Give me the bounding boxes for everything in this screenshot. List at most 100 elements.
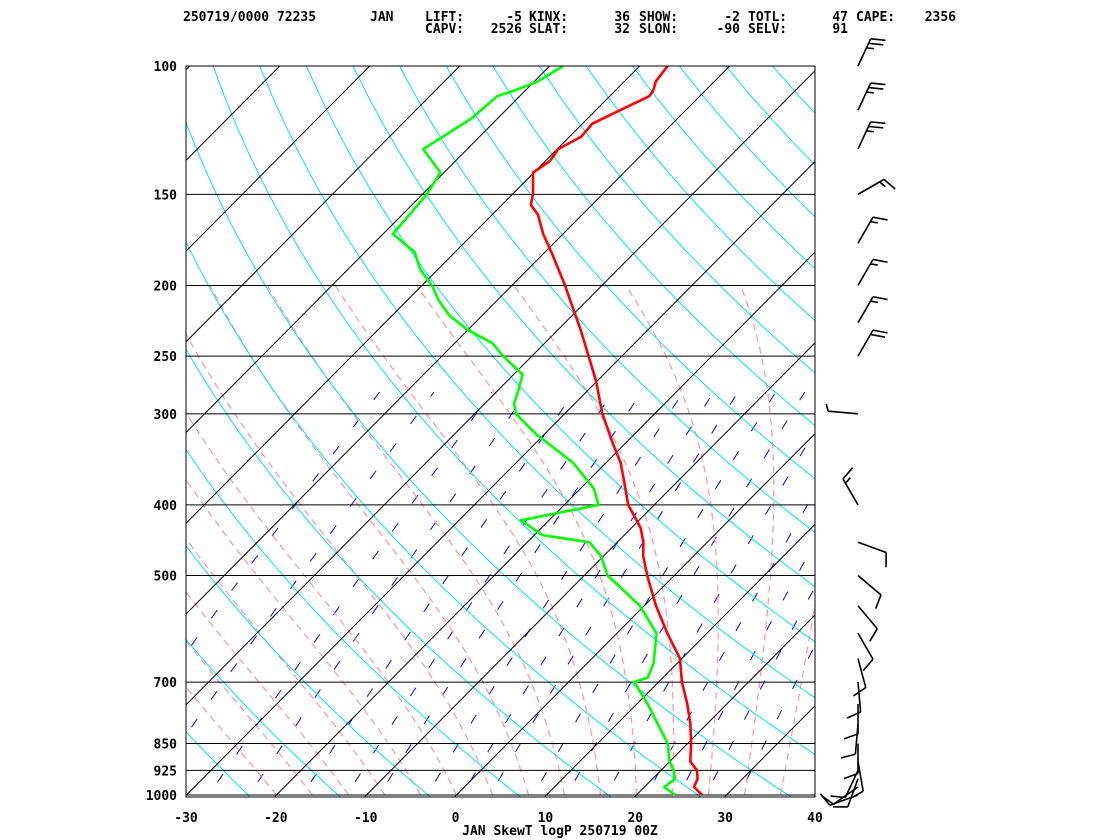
mixing-ratio-1.5 [344, 391, 614, 797]
header-line2-field-4: SLON: [639, 22, 678, 37]
wind-barb-800 [840, 724, 859, 759]
dry-adiabat-250 [186, 730, 251, 797]
dry-adiabat-360 [399, 66, 815, 533]
barb-staff [857, 216, 874, 244]
header-line1-field-4: KINX: [529, 10, 568, 25]
sounding-header: 250719/0000 72235 JAN LIFT: -5 KINX: 36 SHOW: -… [183, 10, 956, 37]
wind-barb-600 [857, 632, 874, 672]
mixing-ratio-0.4 [206, 391, 493, 797]
moist-adiabat-32 [739, 285, 775, 796]
dry-adiabat-430 [725, 66, 815, 166]
isotherm--50 [186, 66, 731, 615]
barb-feather [879, 181, 886, 188]
barb-feather [870, 333, 886, 338]
header-line2-field-3: 32 [614, 22, 630, 37]
header-line2-field-0: CAPV: [425, 22, 464, 37]
barb-feather [870, 220, 878, 224]
barb-feather [870, 82, 886, 86]
barb-feather [870, 38, 886, 42]
header-line2-field-7: 91 [832, 22, 848, 37]
barb-staff [857, 632, 874, 660]
barb-feather [866, 91, 874, 94]
header-line1-field-7: -2 [724, 10, 740, 25]
isobars [186, 193, 815, 796]
dry-adiabat-300 [186, 240, 702, 797]
moist-adiabat-4 [186, 332, 494, 796]
dry-adiabat-380 [492, 66, 815, 427]
mixing-ratio-24 [704, 586, 815, 797]
sounding-profiles [391, 66, 704, 797]
mixing-ratio-12 [604, 430, 815, 797]
temperature-tick--10: -10 [354, 811, 378, 826]
dry-adiabat-290 [186, 348, 612, 797]
header-line1-field-10: CAPE: [856, 10, 895, 25]
dry-adiabat-280 [186, 448, 522, 797]
moist-adiabat-8 [209, 285, 530, 796]
barb-feather [853, 686, 867, 697]
wind-barb-750 [843, 703, 859, 740]
header-line2-field-5: -90 [717, 22, 741, 37]
barb-staff [857, 541, 887, 554]
wind-barb-550 [857, 605, 878, 642]
dry-adiabat-400 [585, 66, 815, 322]
header-line1-field-1: JAN [370, 10, 394, 25]
dry-adiabat-320 [212, 66, 815, 756]
temperature-profile [529, 66, 704, 796]
header-line1-field-11: 2356 [925, 10, 956, 25]
barb-feather [866, 130, 874, 133]
isotherm-20 [633, 614, 815, 797]
moist-adiabat-12 [266, 285, 566, 796]
pressure-tick-400: 400 [154, 499, 178, 514]
wind-barb-700 [846, 682, 862, 719]
header-line2-field-1: 2526 [491, 22, 522, 37]
isotherm-10 [543, 523, 815, 797]
wind-barb-100 [857, 38, 886, 67]
barb-feather [840, 753, 856, 759]
barb-feather [872, 216, 888, 221]
temperature-tick--30: -30 [174, 811, 198, 826]
barb-feather [870, 300, 878, 304]
wind-barbs [819, 38, 896, 808]
mixing-ratio-4 [460, 391, 715, 797]
wind-barb-300 [825, 403, 859, 415]
barb-feather [883, 178, 896, 190]
mixing-ratio-1 [300, 391, 575, 797]
moist-adiabats [186, 285, 815, 796]
dewpoint-profile [391, 66, 677, 797]
header-line1-field-6: SHOW: [639, 10, 678, 25]
header-line2-field-6: SELV: [748, 22, 787, 37]
barb-feather [830, 795, 846, 799]
isotherm--40 [186, 69, 815, 706]
mixing-ratio-lines [186, 391, 815, 797]
barb-feather [872, 295, 888, 301]
temperature-tick-30: 30 [717, 811, 733, 826]
barb-feather [849, 790, 864, 800]
wind-barb-225 [857, 295, 888, 324]
moist-adiabat--20 [186, 686, 278, 796]
pressure-tick-700: 700 [154, 676, 178, 691]
barb-staff [857, 761, 864, 792]
barb-staff [857, 658, 867, 688]
header-line1-field-8: TOTL: [748, 10, 787, 25]
barb-staff [857, 605, 878, 630]
isotherm--30 [186, 160, 815, 797]
dry-adiabat-450 [819, 66, 1120, 810]
wind-barb-115 [857, 82, 886, 111]
barb-feather [862, 658, 874, 672]
header-line1-field-3: -5 [506, 10, 522, 25]
mixing-ratio-2 [377, 391, 643, 797]
temperature-axis: -30 -20 -10 0 10 20 30 40 [174, 811, 823, 826]
barb-feather [866, 47, 874, 50]
pressure-axis: 100 150 200 250 300 400 500 700 850 925 1000 [146, 60, 177, 804]
mixing-ratio-9 [565, 391, 806, 797]
isotherm-0 [453, 432, 815, 797]
mixing-ratio-0.6 [247, 391, 528, 797]
mixing-ratio-0.2 [186, 391, 435, 736]
pressure-tick-250: 250 [154, 350, 178, 365]
wind-barb-200 [857, 258, 888, 286]
barb-feather [870, 263, 878, 266]
isotherm--10 [363, 342, 815, 797]
wind-barb-900 [849, 761, 864, 800]
header-line1-field-9: 47 [832, 10, 848, 25]
